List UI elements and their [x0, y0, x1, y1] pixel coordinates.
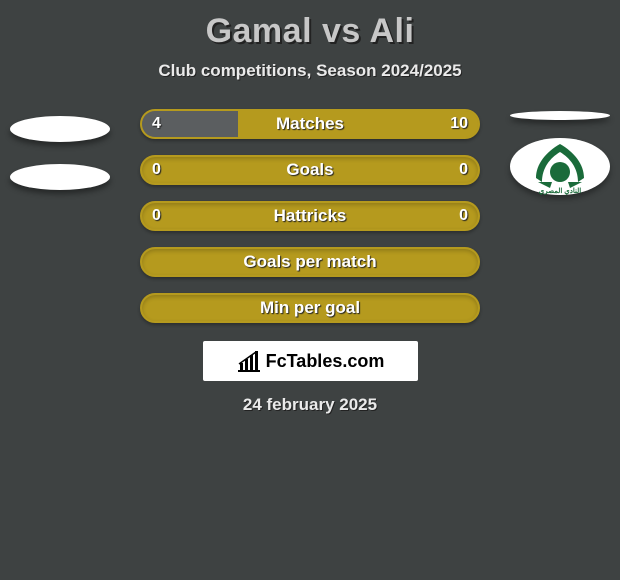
stat-bars: 410Matches00Goals00HattricksGoals per ma… — [140, 109, 480, 323]
date-text: 24 february 2025 — [0, 395, 620, 415]
club-badge: النادي المصري — [510, 138, 610, 195]
bar-value-right: 0 — [459, 207, 468, 225]
right-player-avatar: النادي المصري — [510, 111, 610, 195]
bar-label: Min per goal — [142, 298, 478, 318]
left-player-avatar — [10, 111, 110, 195]
avatar-placeholder-icon — [10, 164, 110, 190]
bar-fill-right — [238, 111, 478, 137]
bar-fill-left — [142, 111, 238, 137]
stat-bar-row: Goals per match — [140, 247, 480, 277]
stat-bar-row: 410Matches — [140, 109, 480, 139]
avatar-placeholder-icon — [10, 116, 110, 142]
logo-text: FcTables.com — [266, 351, 385, 372]
club-badge-icon: النادي المصري — [528, 138, 592, 195]
bar-label: Hattricks — [142, 206, 478, 226]
bar-value-right: 0 — [459, 161, 468, 179]
page-subtitle: Club competitions, Season 2024/2025 — [0, 61, 620, 81]
page-title: Gamal vs Ali — [0, 0, 620, 51]
bar-chart-icon — [236, 349, 262, 373]
bar-value-left: 0 — [152, 207, 161, 225]
comparison-chart: النادي المصري 410Matches00Goals00Hattric… — [0, 109, 620, 323]
bar-label: Goals per match — [142, 252, 478, 272]
stat-bar-row: Min per goal — [140, 293, 480, 323]
stat-bar-row: 0 0Hattricks — [140, 201, 480, 231]
bar-label: Goals — [142, 160, 478, 180]
stat-bar-row: 0 0Goals — [140, 155, 480, 185]
avatar-placeholder-icon — [510, 111, 610, 120]
bar-value-left: 0 — [152, 161, 161, 179]
fctables-logo: FcTables.com — [203, 341, 418, 381]
